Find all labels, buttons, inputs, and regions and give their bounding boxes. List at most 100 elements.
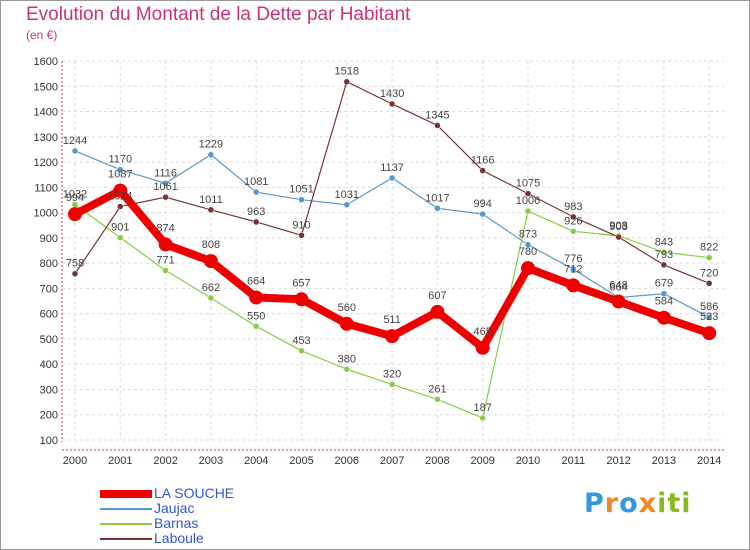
legend-swatch bbox=[100, 507, 152, 510]
data-label-barnas: 926 bbox=[564, 215, 582, 227]
data-point-jaujac bbox=[71, 147, 79, 155]
y-tick-label: 1000 bbox=[34, 208, 58, 220]
logo-letter: i bbox=[657, 488, 668, 519]
data-point-barnas bbox=[117, 234, 124, 241]
legend-label: Laboule bbox=[154, 530, 204, 546]
legend-item: Jaujac bbox=[100, 501, 234, 516]
y-tick-label: 500 bbox=[40, 334, 58, 346]
data-point-la-souche bbox=[68, 207, 82, 222]
legend-item: Barnas bbox=[100, 516, 234, 531]
legend-swatch bbox=[100, 522, 152, 525]
legend-swatch bbox=[100, 489, 152, 498]
y-tick-label: 1600 bbox=[34, 56, 58, 68]
data-label-barnas: 901 bbox=[111, 222, 129, 234]
x-tick-label: 2011 bbox=[561, 455, 585, 467]
data-point-laboule bbox=[434, 122, 441, 129]
x-tick-label: 2012 bbox=[606, 455, 630, 467]
data-label-laboule: 983 bbox=[564, 201, 582, 213]
y-tick-label: 1400 bbox=[34, 107, 58, 119]
data-label-la-souche: 511 bbox=[383, 314, 401, 326]
data-point-la-souche bbox=[385, 329, 400, 344]
logo-letter: r bbox=[604, 488, 620, 519]
data-labels: 1244 1170 1116 1229 1081 1051 1031 1137 1017 994 8… bbox=[63, 66, 719, 414]
data-point-laboule bbox=[71, 270, 79, 277]
x-tick-label: 2000 bbox=[63, 455, 87, 467]
data-label-jaujac: 586 bbox=[700, 301, 718, 313]
data-label-la-souche: 994 bbox=[66, 192, 84, 204]
data-label-laboule: 1518 bbox=[335, 66, 359, 78]
x-tick-label: 2013 bbox=[652, 455, 676, 467]
data-label-laboule: 758 bbox=[66, 258, 84, 270]
data-label-la-souche: 780 bbox=[519, 246, 537, 258]
data-label-jaujac: 1137 bbox=[380, 162, 404, 174]
data-point-la-souche bbox=[611, 294, 626, 309]
data-label-laboule: 720 bbox=[700, 267, 718, 279]
y-tick-label: 1500 bbox=[34, 81, 58, 93]
data-point-la-souche bbox=[521, 261, 535, 276]
data-point-laboule bbox=[705, 280, 713, 287]
y-tick-label: 100 bbox=[40, 435, 58, 447]
data-point-la-souche bbox=[113, 183, 128, 198]
data-label-la-souche: 584 bbox=[655, 296, 673, 308]
legend-item: Laboule bbox=[100, 531, 234, 546]
data-point-laboule bbox=[388, 100, 396, 108]
legend-swatch bbox=[100, 537, 152, 540]
data-point-laboule bbox=[615, 233, 622, 241]
data-point-jaujac bbox=[162, 180, 169, 187]
data-label-laboule: 1075 bbox=[516, 178, 540, 190]
data-label-barnas: 380 bbox=[338, 353, 356, 365]
data-label-jaujac: 1244 bbox=[63, 135, 87, 147]
data-label-laboule: 1011 bbox=[199, 194, 223, 206]
x-tick-label: 2006 bbox=[335, 455, 359, 467]
data-point-la-souche bbox=[430, 304, 445, 319]
legend-item: LA SOUCHE bbox=[100, 486, 234, 501]
data-label-laboule: 793 bbox=[655, 249, 673, 261]
y-tick-label: 300 bbox=[40, 384, 58, 396]
data-point-jaujac bbox=[298, 196, 305, 203]
logo-letter: o bbox=[619, 488, 639, 519]
axes: 100 200 300 400 500 600 700 800 900 1000 1100 1200 1… bbox=[34, 56, 724, 467]
data-point-laboule bbox=[570, 213, 577, 221]
data-point-la-souche bbox=[339, 316, 354, 331]
data-label-jaujac: 1170 bbox=[108, 154, 132, 166]
data-label-barnas: 822 bbox=[700, 242, 718, 254]
data-point-laboule bbox=[162, 193, 169, 201]
data-label-barnas: 453 bbox=[292, 335, 310, 347]
data-point-barnas bbox=[479, 414, 486, 422]
y-tick-label: 1300 bbox=[34, 132, 58, 144]
legend-label: LA SOUCHE bbox=[154, 485, 235, 501]
legend-label: Barnas bbox=[154, 515, 199, 531]
data-point-jaujac bbox=[570, 265, 577, 273]
data-point-la-souche bbox=[656, 310, 671, 325]
x-tick-label: 2002 bbox=[153, 455, 177, 467]
data-point-la-souche bbox=[158, 237, 173, 252]
logo-letter: P bbox=[584, 488, 605, 519]
data-point-la-souche bbox=[249, 290, 264, 305]
data-point-la-souche bbox=[475, 340, 490, 355]
data-point-jaujac bbox=[479, 210, 486, 218]
data-point-barnas bbox=[705, 254, 713, 261]
data-label-la-souche: 560 bbox=[338, 302, 356, 314]
data-label-laboule: 963 bbox=[247, 206, 265, 218]
x-tick-label: 2010 bbox=[516, 455, 540, 467]
data-point-laboule bbox=[660, 261, 668, 269]
data-label-barnas: 771 bbox=[156, 254, 174, 266]
data-label-barnas: 320 bbox=[383, 368, 401, 380]
y-tick-label: 200 bbox=[40, 410, 58, 422]
data-point-barnas bbox=[524, 207, 532, 215]
data-point-barnas bbox=[207, 294, 215, 302]
data-label-la-souche: 523 bbox=[700, 311, 718, 323]
data-label-jaujac: 1017 bbox=[425, 192, 449, 204]
data-point-jaujac bbox=[343, 201, 351, 209]
data-point-jaujac bbox=[660, 290, 668, 297]
x-tick-label: 2008 bbox=[425, 455, 449, 467]
data-label-laboule: 1430 bbox=[380, 88, 404, 100]
data-label-laboule: 910 bbox=[292, 219, 310, 231]
data-point-la-souche bbox=[702, 326, 717, 341]
data-label-barnas: 662 bbox=[202, 282, 220, 294]
legend-label: Jaujac bbox=[154, 500, 195, 516]
data-label-la-souche: 465 bbox=[474, 326, 492, 338]
data-label-la-souche: 607 bbox=[428, 290, 446, 302]
data-label-la-souche: 664 bbox=[247, 275, 265, 287]
